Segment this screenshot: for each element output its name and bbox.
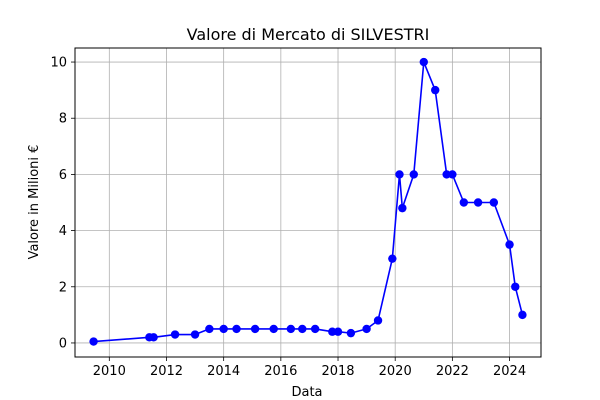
data-point <box>388 254 397 263</box>
data-point <box>459 198 469 207</box>
data-point <box>219 324 228 334</box>
data-point <box>190 330 200 339</box>
x-tick-label: 2014 <box>207 364 240 379</box>
data-point <box>395 170 404 179</box>
data-point <box>511 282 520 291</box>
data-point <box>269 324 278 334</box>
series-blue <box>89 57 527 346</box>
x-axis-label: Data <box>291 385 322 400</box>
data-point <box>373 316 383 325</box>
y-tick-label: 6 <box>59 168 67 183</box>
data-point <box>505 240 514 249</box>
axes: 2010 2012 2014 2016 2018 2020 2022 2024 0 2 4 6 8 10 <box>50 56 526 379</box>
data-point <box>170 330 180 339</box>
y-tick-label: 10 <box>50 56 67 71</box>
data-point <box>232 324 241 334</box>
data-point <box>250 324 260 334</box>
data-point <box>310 324 320 334</box>
data-point <box>489 198 499 207</box>
data-point <box>398 203 407 213</box>
y-tick-label: 4 <box>59 224 67 239</box>
y-tick-label: 2 <box>59 280 67 295</box>
x-tick-label: 2016 <box>264 364 297 379</box>
data-point <box>346 328 356 338</box>
y-axis-label: Valore in Milioni € <box>27 145 42 260</box>
y-tick-label: 0 <box>59 336 67 351</box>
data-point <box>298 324 307 334</box>
grid <box>75 48 541 357</box>
x-tick-label: 2020 <box>379 364 412 379</box>
chart-title: Valore di Mercato di SILVESTRI <box>187 25 430 44</box>
x-tick-label: 2018 <box>321 364 354 379</box>
data-point <box>473 198 483 207</box>
x-tick-label: 2012 <box>150 364 183 379</box>
data-point <box>362 324 371 334</box>
data-point <box>431 85 440 95</box>
data-point <box>409 170 418 179</box>
data-point <box>518 310 527 320</box>
data-point <box>149 333 158 342</box>
x-tick-label: 2024 <box>493 364 526 379</box>
data-point <box>333 327 343 336</box>
data-point <box>286 324 296 334</box>
x-tick-label: 2010 <box>93 364 126 379</box>
data-point <box>205 324 214 334</box>
series-line <box>93 61 524 343</box>
data-point <box>419 57 428 67</box>
y-tick-label: 8 <box>59 112 67 127</box>
x-tick-label: 2022 <box>436 364 469 379</box>
data-point <box>448 170 457 179</box>
plot-frame <box>74 47 542 358</box>
data-point <box>89 337 98 346</box>
